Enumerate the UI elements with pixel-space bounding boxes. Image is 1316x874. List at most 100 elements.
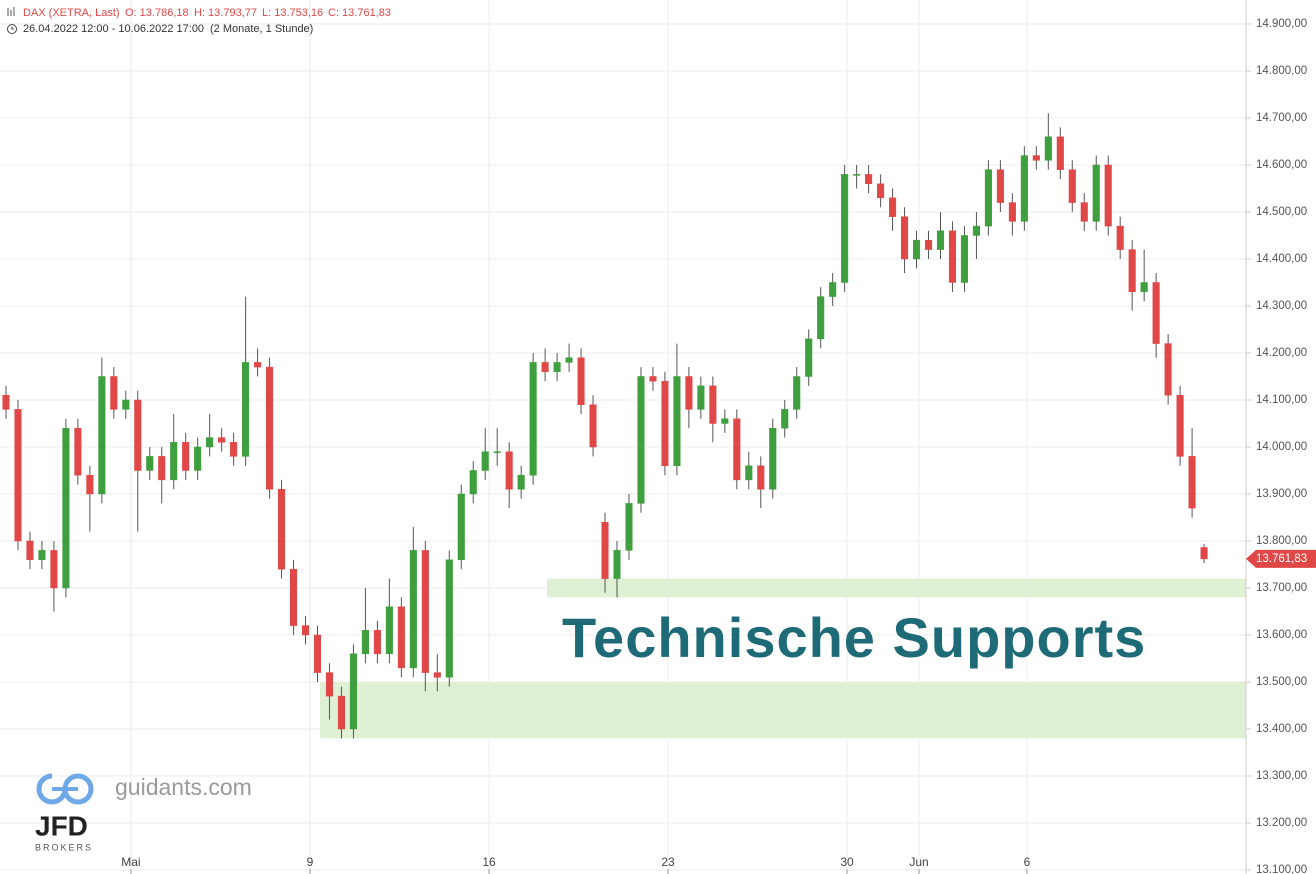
candle-body <box>254 362 262 368</box>
period: 26.04.2022 12:00 - 10.06.2022 17:00 <box>23 23 204 35</box>
candle-body <box>505 451 513 490</box>
candle-body <box>1032 155 1040 161</box>
candle-body <box>1104 164 1112 227</box>
clock-icon <box>7 24 17 34</box>
x-tick-label: 6 <box>1024 855 1031 869</box>
x-tick-label: Mai <box>121 855 140 869</box>
candle-body <box>1056 136 1064 170</box>
candle-body <box>637 376 645 504</box>
candle-body <box>481 451 489 471</box>
candle-body <box>433 672 441 678</box>
candle-body <box>733 418 741 481</box>
x-tick-label: 16 <box>482 855 496 869</box>
candle-body <box>912 239 921 260</box>
candle-body <box>984 169 992 227</box>
y-tick-label: 13.700,00 <box>1256 582 1307 594</box>
candle-body <box>1116 225 1124 250</box>
candle-body <box>74 427 82 476</box>
candle-body <box>301 625 310 636</box>
candle-body <box>1176 395 1184 457</box>
candle-body <box>781 409 789 429</box>
annotation: Technische Supports <box>562 606 1146 669</box>
candle-body <box>361 630 369 655</box>
support-zone <box>319 681 1246 739</box>
y-tick-label: 13.400,00 <box>1256 723 1307 735</box>
candle-body <box>1080 202 1088 222</box>
logo-mark <box>36 773 94 805</box>
candle-body <box>721 418 729 424</box>
candle-body <box>601 521 609 579</box>
candle-body <box>278 489 286 570</box>
candle-body <box>769 427 777 490</box>
candle-body <box>493 451 501 453</box>
candle-body <box>685 376 693 410</box>
x-tick-label: 23 <box>661 855 675 869</box>
candle-body <box>625 503 633 551</box>
candle-body <box>565 357 573 363</box>
candle-body <box>349 653 357 730</box>
candle-body <box>589 404 597 448</box>
candle-body <box>62 427 70 589</box>
candle-body <box>529 362 537 476</box>
clock-hand <box>11 26 14 30</box>
candle-body <box>1200 547 1208 560</box>
candle-body <box>889 197 897 217</box>
y-tick-label: 14.800,00 <box>1256 65 1307 77</box>
brand: guidants.com <box>115 774 252 800</box>
x-tick-label: 9 <box>307 855 314 869</box>
candle-body <box>1128 249 1136 293</box>
ohlc-label: H: 13.793,77 <box>194 7 257 19</box>
y-tick-label: 14.300,00 <box>1256 300 1307 312</box>
candle-body <box>98 376 106 495</box>
candle-body <box>1164 343 1172 396</box>
candle-body <box>110 376 118 410</box>
candle-body <box>745 465 753 481</box>
bar-icon <box>7 7 15 16</box>
candle-body <box>673 376 681 467</box>
ohlc-label: O: 13.786,18 <box>125 7 189 19</box>
candle-body <box>337 695 345 730</box>
candle-body <box>2 395 10 410</box>
candle-body <box>517 474 525 490</box>
y-tick-label: 14.400,00 <box>1256 253 1307 265</box>
candle-body <box>38 550 46 561</box>
candle-body <box>457 493 465 561</box>
candle-body <box>877 183 885 199</box>
candle-body <box>206 437 214 448</box>
logo: guidants.com JFD BROKERS <box>35 773 252 852</box>
logo-text: JFD <box>35 810 88 841</box>
candle-body <box>805 338 813 377</box>
candle-body <box>948 230 957 283</box>
candle-body <box>266 366 274 490</box>
y-tick-label: 14.100,00 <box>1256 394 1307 406</box>
candle-body <box>936 230 945 250</box>
y-tick-label: 13.300,00 <box>1256 770 1307 782</box>
candle-body <box>841 174 849 283</box>
last-price-label: 13.761,83 <box>1256 553 1307 565</box>
period-note: (2 Monate, 1 Stunde) <box>210 23 313 35</box>
candle-body <box>134 399 142 471</box>
candle-body <box>1020 155 1028 222</box>
candle-body <box>996 169 1004 203</box>
candle-body <box>230 442 238 457</box>
candle-body <box>469 470 477 495</box>
y-tick-label: 13.600,00 <box>1256 629 1307 641</box>
candle-body <box>146 456 154 471</box>
candle-body <box>325 672 334 697</box>
y-tick-label: 13.200,00 <box>1256 817 1307 829</box>
candle-body <box>1188 456 1196 509</box>
header: DAX (XETRA, Last) O: 13.786,18 H: 13.793… <box>7 7 391 35</box>
logo-subtext: BROKERS <box>35 842 93 852</box>
y-tick-label: 14.600,00 <box>1256 159 1307 171</box>
candle-body <box>194 446 202 471</box>
candle-body <box>409 550 417 669</box>
candle-body <box>829 282 837 297</box>
candle-body <box>541 362 549 373</box>
candle-body <box>397 606 405 669</box>
zones <box>319 578 1246 739</box>
candle-body <box>1044 136 1052 161</box>
candle-body <box>50 550 58 589</box>
y-tick-label: 14.200,00 <box>1256 347 1307 359</box>
